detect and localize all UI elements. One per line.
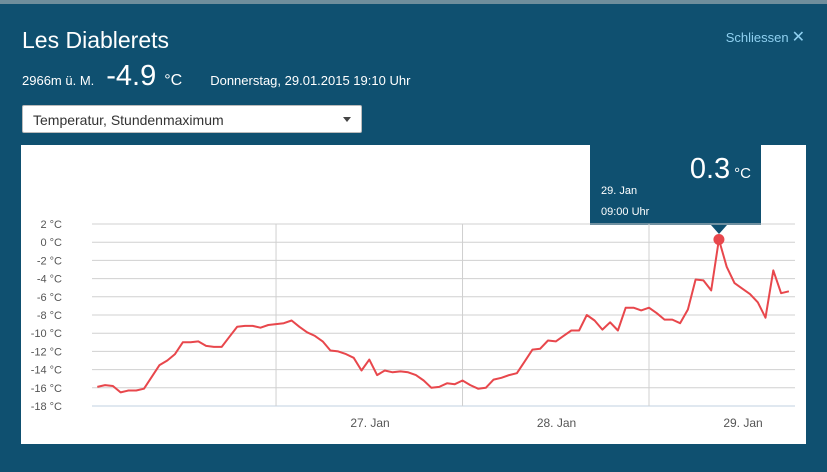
select-value: Temperatur, Stundenmaximum	[33, 112, 224, 128]
x-tick-label: 27. Jan	[350, 416, 389, 430]
background-strip	[0, 0, 827, 4]
y-tick-label: -12 °C	[31, 346, 62, 358]
y-tick-label: -18 °C	[31, 401, 62, 413]
tooltip-value: 0.3	[689, 153, 731, 185]
tooltip-arrow	[711, 225, 727, 234]
y-tick-label: -6 °C	[37, 292, 62, 304]
x-tick-label: 28. Jan	[537, 416, 576, 430]
close-button[interactable]: Schliessen ✕	[726, 27, 805, 47]
highlight-point	[713, 233, 725, 245]
y-tick-label: -4 °C	[37, 274, 62, 286]
tooltip-time: 09:00 Uhr	[601, 206, 650, 218]
y-tick-label: -14 °C	[31, 365, 62, 377]
current-temperature: -4.9	[106, 60, 157, 92]
close-label: Schliessen	[725, 30, 789, 45]
y-tick-label: 0 °C	[40, 237, 62, 249]
y-tick-label: -16 °C	[31, 383, 62, 395]
tooltip-value-wrap: 0.3 °C	[690, 153, 751, 186]
altitude: 2966m ü. M.	[22, 73, 95, 88]
measurement-datetime: Donnerstag, 29.01.2015 19:10 Uhr	[210, 73, 411, 88]
temperature-series-line	[97, 238, 790, 394]
y-tick-label: -10 °C	[31, 328, 62, 340]
tooltip-date: 29. Jan	[601, 185, 638, 197]
y-tick-label: -2 °C	[37, 255, 62, 267]
x-tick-label: 29. Jan	[723, 416, 762, 430]
y-tick-label: 2 °C	[40, 219, 62, 231]
close-icon: ✕	[791, 29, 805, 46]
chart-tooltip: 0.3 °C 29. Jan 09:00 Uhr	[590, 145, 761, 225]
measurement-select[interactable]: Temperatur, Stundenmaximum	[22, 105, 362, 133]
temperature-unit: °C	[164, 72, 183, 89]
y-tick-label: -8 °C	[37, 310, 62, 322]
station-title: Les Diablerets	[22, 27, 170, 53]
station-info: 2966m ü. M. -4.9 °C Donnerstag, 29.01.20…	[22, 60, 410, 93]
tooltip-unit: °C	[734, 165, 751, 182]
chevron-down-icon	[343, 117, 351, 122]
